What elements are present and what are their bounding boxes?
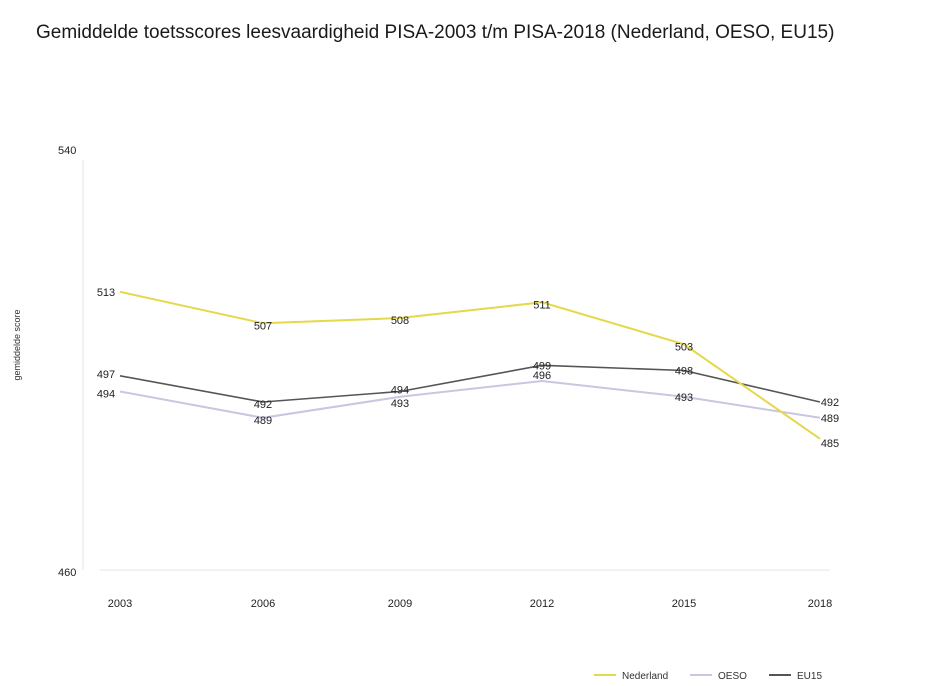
data-label-eu15: 492 bbox=[821, 397, 839, 409]
x-tick-label: 2009 bbox=[388, 598, 412, 610]
chart-title: Gemiddelde toetsscores leesvaardigheid P… bbox=[36, 22, 835, 43]
data-label-oeso: 493 bbox=[391, 398, 409, 410]
data-label-nederland: 511 bbox=[533, 299, 551, 311]
data-label-eu15: 499 bbox=[533, 360, 551, 372]
x-tick-label: 2015 bbox=[672, 598, 696, 610]
x-tick-label: 2012 bbox=[530, 598, 554, 610]
data-label-oeso: 496 bbox=[533, 370, 551, 382]
data-label-nederland: 485 bbox=[821, 438, 839, 450]
data-label-nederland: 513 bbox=[97, 287, 115, 299]
legend-label-eu15: EU15 bbox=[797, 671, 822, 682]
legend-label-nederland: Nederland bbox=[622, 671, 668, 682]
series-line-oeso bbox=[119, 379, 821, 419]
x-tick-label: 2018 bbox=[808, 598, 832, 610]
data-label-nederland: 503 bbox=[675, 341, 693, 353]
data-label-nederland: 507 bbox=[254, 320, 272, 332]
data-label-eu15: 494 bbox=[391, 385, 409, 397]
y-tick-label-bottom: 460 bbox=[58, 567, 76, 579]
data-label-oeso: 489 bbox=[821, 413, 839, 425]
data-label-oeso: 489 bbox=[254, 415, 272, 427]
y-tick-label-top: 540 bbox=[58, 145, 76, 157]
data-label-eu15: 498 bbox=[675, 366, 693, 378]
data-label-oeso: 493 bbox=[675, 392, 693, 404]
data-label-eu15: 497 bbox=[97, 369, 115, 381]
data-label-oeso: 494 bbox=[97, 389, 115, 401]
series-line-nederland bbox=[119, 290, 821, 440]
x-tick-label: 2003 bbox=[108, 598, 132, 610]
x-tick-label: 2006 bbox=[251, 598, 275, 610]
data-label-eu15: 492 bbox=[254, 399, 272, 411]
y-axis-label: gemiddelde score bbox=[12, 309, 22, 380]
legend-label-oeso: OESO bbox=[718, 671, 747, 682]
data-label-nederland: 508 bbox=[391, 315, 409, 327]
series-line-eu15 bbox=[119, 364, 821, 403]
